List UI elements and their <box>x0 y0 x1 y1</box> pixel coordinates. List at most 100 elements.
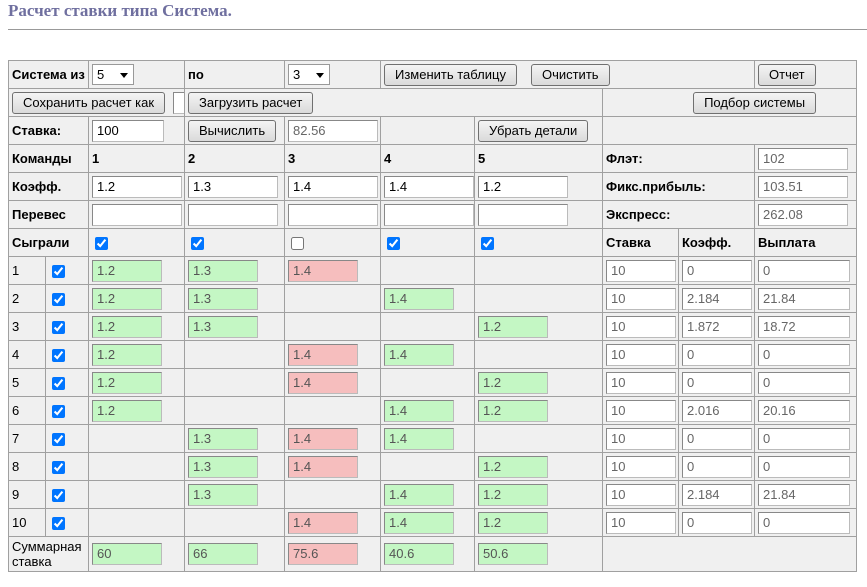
report-button[interactable]: Отчет <box>758 63 816 86</box>
payout-output[interactable]: 0 <box>758 371 851 394</box>
text-input[interactable] <box>173 91 184 114</box>
leg-coef[interactable]: 1.4 <box>384 511 454 534</box>
text-input[interactable] <box>188 203 278 226</box>
leg-coef[interactable]: 1.4 <box>384 427 454 450</box>
checkbox[interactable] <box>52 461 65 475</box>
checkbox[interactable] <box>481 237 494 251</box>
payout-output[interactable]: 0 <box>758 511 851 534</box>
leg-coef[interactable]: 1.2 <box>92 371 162 394</box>
text-input[interactable] <box>92 203 182 226</box>
payout-output[interactable]: 0 <box>758 259 851 282</box>
leg-coef[interactable]: 1.4 <box>384 399 454 422</box>
stake-input[interactable]: 10 <box>606 287 676 310</box>
hide-details-button[interactable]: Убрать детали <box>478 119 589 142</box>
payout-output[interactable]: 21.84 <box>758 483 851 506</box>
coef-input[interactable]: 1.3 <box>188 175 278 198</box>
checkbox[interactable] <box>52 405 65 419</box>
checkbox[interactable] <box>52 321 65 335</box>
leg-coef[interactable]: 1.3 <box>188 455 258 478</box>
coef-output[interactable]: 0 <box>682 343 752 366</box>
checkbox[interactable] <box>52 265 65 279</box>
text-input[interactable]: 262.08 <box>758 203 849 226</box>
leg-coef[interactable]: 1.4 <box>288 427 358 450</box>
change-table-button[interactable]: Изменить таблицу <box>384 63 517 86</box>
checkbox[interactable] <box>291 237 304 251</box>
payout-output[interactable]: 0 <box>758 343 851 366</box>
coef-output[interactable]: 2.184 <box>682 483 752 506</box>
coef-input[interactable]: 1.2 <box>92 175 182 198</box>
clear-button[interactable]: Очистить <box>530 63 610 86</box>
leg-coef[interactable]: 1.3 <box>188 427 258 450</box>
checkbox[interactable] <box>387 237 400 251</box>
load-button[interactable]: Загрузить расчет <box>188 91 314 114</box>
payout-output[interactable]: 21.84 <box>758 287 851 310</box>
select-system-button[interactable]: Подбор системы <box>693 91 817 114</box>
text-input[interactable] <box>478 203 568 226</box>
leg-coef[interactable]: 1.2 <box>92 315 162 338</box>
text-input[interactable]: 103.51 <box>758 175 849 198</box>
total-stake[interactable]: 66 <box>188 543 258 565</box>
checkbox[interactable] <box>191 237 204 251</box>
stake-input[interactable]: 10 <box>606 399 676 422</box>
coef-output[interactable]: 0 <box>682 511 752 534</box>
payout-output[interactable]: 18.72 <box>758 315 851 338</box>
coef-output[interactable]: 1.872 <box>682 315 752 338</box>
coef-output[interactable]: 2.184 <box>682 287 752 310</box>
checkbox[interactable] <box>52 349 65 363</box>
dropdown[interactable]: 5 <box>92 64 134 85</box>
checkbox[interactable] <box>52 433 65 447</box>
leg-coef[interactable]: 1.2 <box>478 371 548 394</box>
text-input[interactable]: 102 <box>758 147 849 170</box>
leg-coef[interactable]: 1.2 <box>478 483 548 506</box>
checkbox[interactable] <box>52 293 65 307</box>
checkbox[interactable] <box>52 489 65 503</box>
leg-coef[interactable]: 1.3 <box>188 259 258 282</box>
leg-coef[interactable]: 1.4 <box>384 343 454 366</box>
payout-output[interactable]: 20.16 <box>758 399 851 422</box>
leg-coef[interactable]: 1.3 <box>188 315 258 338</box>
total-stake[interactable]: 75.6 <box>288 543 358 565</box>
coef-output[interactable]: 0 <box>682 371 752 394</box>
stake-input[interactable]: 10 <box>606 371 676 394</box>
leg-coef[interactable]: 1.2 <box>478 511 548 534</box>
leg-coef[interactable]: 1.2 <box>92 399 162 422</box>
total-stake[interactable]: 40.6 <box>384 543 454 565</box>
coef-input[interactable]: 1.2 <box>478 175 568 198</box>
stake-input[interactable]: 10 <box>606 455 676 478</box>
leg-coef[interactable]: 1.4 <box>288 511 358 534</box>
leg-coef[interactable]: 1.4 <box>288 455 358 478</box>
leg-coef[interactable]: 1.2 <box>92 343 162 366</box>
text-input[interactable]: 100 <box>92 119 164 142</box>
stake-input[interactable]: 10 <box>606 511 676 534</box>
coef-output[interactable]: 0 <box>682 427 752 450</box>
coef-input[interactable]: 1.4 <box>288 175 378 198</box>
leg-coef[interactable]: 1.3 <box>188 483 258 506</box>
stake-input[interactable]: 10 <box>606 343 676 366</box>
text-input[interactable] <box>384 203 474 226</box>
coef-output[interactable]: 0 <box>682 259 752 282</box>
dropdown[interactable]: 3 <box>288 64 330 85</box>
payout-output[interactable]: 0 <box>758 427 851 450</box>
save-as-button[interactable]: Сохранить расчет как <box>12 91 166 114</box>
total-stake[interactable]: 50.6 <box>478 543 548 565</box>
leg-coef[interactable]: 1.4 <box>384 287 454 310</box>
stake-input[interactable]: 10 <box>606 315 676 338</box>
leg-coef[interactable]: 1.2 <box>92 259 162 282</box>
calculate-button[interactable]: Вычислить <box>188 119 277 142</box>
text-input[interactable]: 82.56 <box>288 119 378 142</box>
checkbox[interactable] <box>95 237 108 251</box>
leg-coef[interactable]: 1.2 <box>478 455 548 478</box>
stake-input[interactable]: 10 <box>606 483 676 506</box>
leg-coef[interactable]: 1.3 <box>188 287 258 310</box>
leg-coef[interactable]: 1.2 <box>478 315 548 338</box>
coef-output[interactable]: 2.016 <box>682 399 752 422</box>
total-stake[interactable]: 60 <box>92 543 162 565</box>
payout-output[interactable]: 0 <box>758 455 851 478</box>
text-input[interactable] <box>288 203 378 226</box>
stake-input[interactable]: 10 <box>606 427 676 450</box>
leg-coef[interactable]: 1.4 <box>288 259 358 282</box>
leg-coef[interactable]: 1.2 <box>92 287 162 310</box>
leg-coef[interactable]: 1.4 <box>288 343 358 366</box>
coef-input[interactable]: 1.4 <box>384 175 474 198</box>
leg-coef[interactable]: 1.4 <box>288 371 358 394</box>
